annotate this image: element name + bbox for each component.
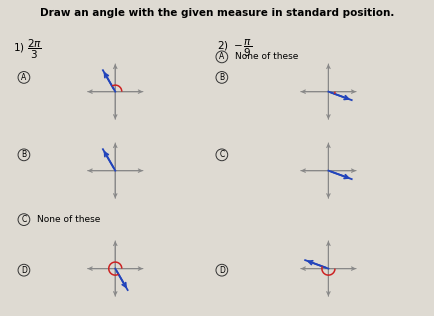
Text: C: C [219, 150, 224, 159]
Text: A: A [21, 73, 26, 82]
Text: $2)\ -\dfrac{\pi}{9}$: $2)\ -\dfrac{\pi}{9}$ [217, 38, 252, 59]
Text: B: B [21, 150, 26, 159]
Text: D: D [218, 266, 224, 275]
Text: D: D [21, 266, 27, 275]
Text: Draw an angle with the given measure in standard position.: Draw an angle with the given measure in … [40, 8, 394, 18]
Text: None of these: None of these [37, 215, 100, 224]
Text: $1)\ \dfrac{2\pi}{3}$: $1)\ \dfrac{2\pi}{3}$ [13, 38, 42, 61]
Text: None of these: None of these [234, 52, 298, 61]
Text: C: C [21, 215, 26, 224]
Text: B: B [219, 73, 224, 82]
Text: A: A [219, 52, 224, 61]
